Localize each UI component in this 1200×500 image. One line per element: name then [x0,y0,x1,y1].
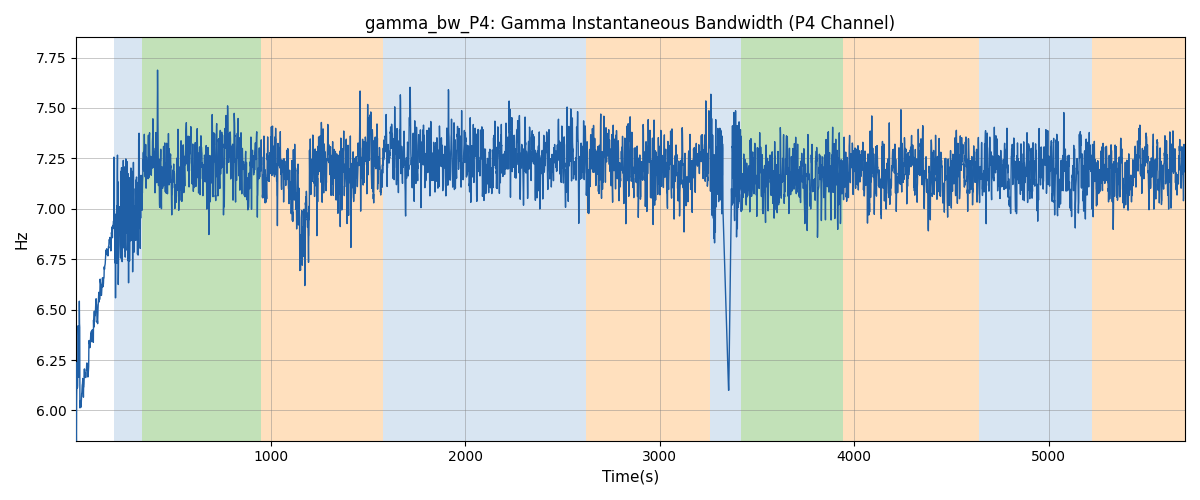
Bar [260,38,384,440]
Bar [586,38,710,440]
Bar [114,38,142,440]
Bar [842,38,979,440]
Bar [142,38,260,440]
Bar [742,38,842,440]
Y-axis label: Hz: Hz [14,230,30,249]
Bar [710,38,742,440]
X-axis label: Time(s): Time(s) [602,470,659,485]
Bar [979,38,1092,440]
Title: gamma_bw_P4: Gamma Instantaneous Bandwidth (P4 Channel): gamma_bw_P4: Gamma Instantaneous Bandwid… [366,15,895,34]
Bar [384,38,586,440]
Bar [1092,38,1186,440]
